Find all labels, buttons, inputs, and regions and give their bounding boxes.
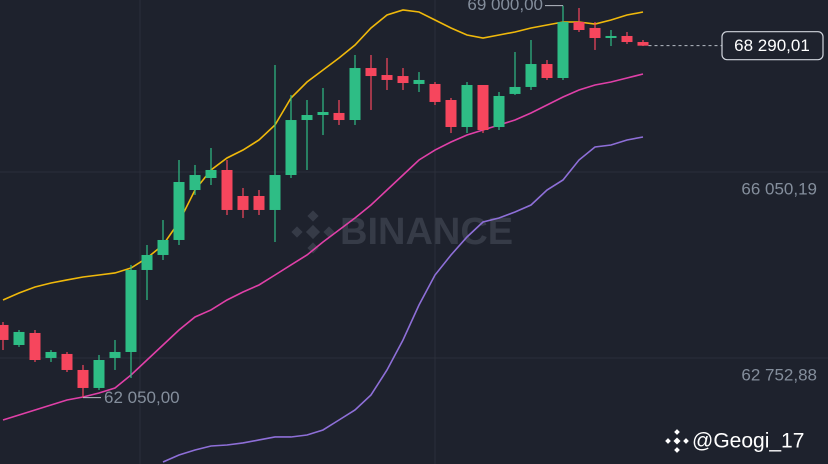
annotation-label: 62 050,00 xyxy=(104,388,180,407)
candle-body xyxy=(125,269,137,352)
credit-logo xyxy=(665,429,689,453)
candle-body xyxy=(445,99,457,128)
candle-body xyxy=(29,332,41,360)
candle-body xyxy=(509,86,521,94)
candle-body xyxy=(413,79,425,84)
candle-body xyxy=(333,112,345,121)
candle-body xyxy=(605,35,617,39)
candle-body xyxy=(61,353,73,370)
candle-body xyxy=(349,68,361,121)
candle-body xyxy=(525,64,537,87)
candle-body xyxy=(397,76,409,84)
candle-body xyxy=(109,351,121,358)
candle-body xyxy=(173,182,185,240)
candle-body xyxy=(237,195,249,210)
candle-body xyxy=(141,254,153,270)
candle-body xyxy=(541,64,553,79)
candle-body xyxy=(493,95,505,128)
candle-body xyxy=(205,169,217,178)
candle-body xyxy=(461,84,473,128)
grid xyxy=(0,171,828,359)
candle-body xyxy=(77,369,89,388)
candle-body xyxy=(301,114,313,121)
watermark-text: BINANCE xyxy=(340,211,513,253)
candle-body xyxy=(269,175,281,210)
candle-body xyxy=(477,84,489,131)
candle-body xyxy=(285,120,297,176)
band-line xyxy=(162,136,644,463)
candle-body xyxy=(93,359,105,388)
candle-body xyxy=(253,195,265,210)
last-price-label: 68 290,01 xyxy=(734,36,810,55)
band-line xyxy=(2,73,644,421)
candle-body xyxy=(45,351,57,358)
annotation-label: 69 000,00 xyxy=(467,0,543,14)
candle-body xyxy=(365,68,377,77)
candle-body xyxy=(621,35,633,43)
y-tick-label: 66 050,19 xyxy=(741,179,817,198)
candle-body xyxy=(317,112,329,115)
candle-body xyxy=(157,239,169,255)
candle-body xyxy=(637,42,649,46)
last-price-box xyxy=(721,31,824,61)
candle-body xyxy=(589,27,601,39)
credit: @Geogi_17 xyxy=(665,429,804,453)
candle-body xyxy=(13,331,25,345)
y-tick-label: 62 752,88 xyxy=(741,365,817,384)
candle-body xyxy=(189,175,201,191)
candle-body xyxy=(557,21,569,79)
candle-body xyxy=(429,83,441,102)
credit-text: @Geogi_17 xyxy=(692,430,804,453)
band-line xyxy=(2,9,644,301)
candle-body xyxy=(573,21,585,31)
candle-body xyxy=(381,75,393,80)
candle-body xyxy=(221,169,233,210)
candle-body xyxy=(0,324,9,340)
